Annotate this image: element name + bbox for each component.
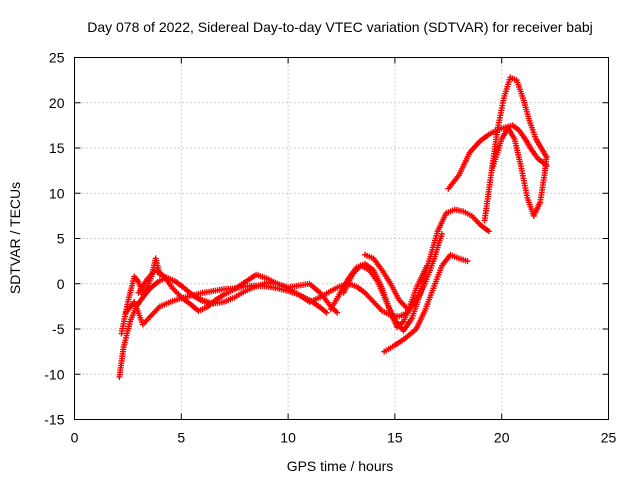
- y-tick-label: 0: [57, 276, 65, 292]
- x-axis-label: GPS time / hours: [287, 458, 394, 474]
- data-point-marker: [323, 309, 330, 316]
- y-tick-label: -15: [44, 412, 64, 428]
- y-tick-label: 20: [49, 95, 65, 111]
- data-points: [116, 74, 550, 380]
- x-tick-label: 20: [494, 430, 510, 446]
- x-tick-label: 15: [387, 430, 403, 446]
- series-arc-11: [481, 74, 550, 224]
- series-arc-4: [135, 267, 341, 316]
- data-point-marker: [485, 228, 492, 235]
- y-tick-label: 5: [57, 231, 65, 247]
- y-tick-label: 15: [49, 140, 65, 156]
- chart-title: Day 078 of 2022, Sidereal Day-to-day VTE…: [87, 19, 593, 35]
- series-arc-8: [361, 230, 445, 313]
- plot-frame: [74, 57, 609, 420]
- series-arc-3: [122, 282, 330, 328]
- series-arc-12: [490, 125, 550, 219]
- series-arc-7: [340, 206, 492, 334]
- x-tick-label: 25: [601, 430, 617, 446]
- y-tick-label: -5: [52, 321, 65, 337]
- x-tick-label: 0: [71, 430, 79, 446]
- data-point-marker: [334, 309, 341, 316]
- x-tick-label: 10: [280, 430, 296, 446]
- data-point-marker: [438, 230, 445, 237]
- axis-ticks: 0 5 10 15 20 25 -15 -10 -5 0 5 10 15 20 25: [44, 50, 616, 446]
- y-tick-label: -10: [44, 366, 64, 382]
- y-tick-label: 25: [49, 50, 65, 66]
- y-tick-label: 10: [49, 185, 65, 201]
- y-axis-label: SDTVAR / TECUs: [7, 182, 23, 294]
- data-point-marker: [543, 154, 550, 161]
- x-tick-label: 5: [177, 430, 185, 446]
- series-arc-9: [381, 251, 471, 355]
- data-point-marker: [464, 258, 471, 265]
